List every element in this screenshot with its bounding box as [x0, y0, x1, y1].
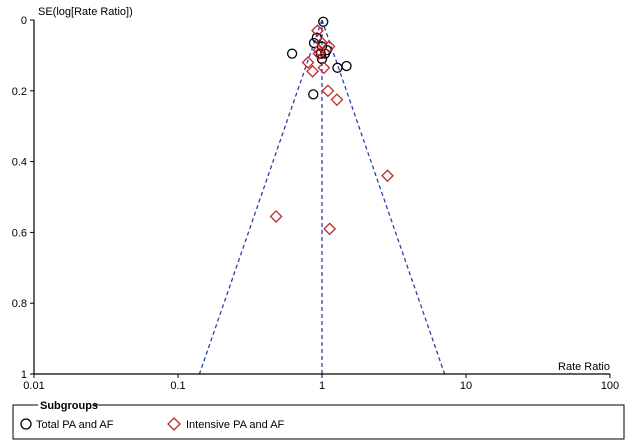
- data-point-total-pa-af: [341, 60, 352, 72]
- legend-label-intensive: Intensive PA and AF: [186, 419, 285, 431]
- data-point-intensive-pa-af: [381, 169, 394, 183]
- legend-box: [12, 404, 625, 440]
- data-point-total-pa-af: [318, 16, 329, 27]
- x-axis-title: Rate Ratio: [558, 361, 610, 373]
- y-tick-label: 0.2: [12, 86, 27, 98]
- data-point-total-pa-af: [332, 62, 343, 73]
- y-axis-title: SE(log[Rate Ratio]): [38, 6, 133, 18]
- legend-label-total: Total PA and AF: [36, 419, 114, 431]
- data-point-intensive-pa-af: [330, 93, 344, 107]
- legend-title: Subgroups: [40, 400, 98, 412]
- data-point-intensive-pa-af: [321, 84, 335, 98]
- legend: Subgroups Total PA and AF Intensive PA a…: [12, 399, 625, 440]
- x-tick-label: 0.1: [170, 380, 185, 392]
- y-tick-label: 0.4: [12, 157, 27, 169]
- legend-title-bg: [38, 399, 94, 411]
- data-point-intensive-pa-af: [269, 210, 283, 223]
- data-point-intensive-pa-af: [312, 43, 326, 57]
- x-tick-label: 0.01: [23, 380, 44, 392]
- data-point-total-pa-af: [286, 48, 298, 59]
- data-point-intensive-pa-af: [322, 40, 336, 53]
- axes-layer: 0.01 0.1 1 10 100 0 0.2 0.4 0.6 0.8 1: [12, 15, 619, 392]
- data-point-intensive-pa-af: [323, 222, 337, 236]
- x-tick-label: 10: [460, 380, 472, 392]
- y-tick-label: 0: [21, 15, 27, 27]
- data-point-intensive-pa-af: [301, 56, 315, 69]
- funnel-left-limit: [198, 19, 323, 375]
- legend-circle-marker: [20, 418, 32, 430]
- y-tick-label: 1: [21, 369, 27, 381]
- y-tick-label: 0.6: [12, 227, 27, 239]
- data-point-intensive-pa-af: [312, 47, 326, 61]
- x-tick-label: 100: [601, 380, 619, 392]
- funnel-right-limit: [321, 19, 446, 375]
- data-point-total-pa-af: [308, 89, 319, 100]
- data-point-intensive-pa-af: [311, 24, 324, 38]
- data-point-intensive-pa-af: [317, 61, 331, 75]
- legend-diamond-marker: [167, 417, 181, 431]
- funnel-layer: [198, 19, 446, 375]
- points-layer: [269, 16, 394, 236]
- x-tick-label: 1: [319, 380, 325, 392]
- data-point-intensive-pa-af: [306, 64, 319, 78]
- y-tick-label: 0.8: [12, 298, 27, 310]
